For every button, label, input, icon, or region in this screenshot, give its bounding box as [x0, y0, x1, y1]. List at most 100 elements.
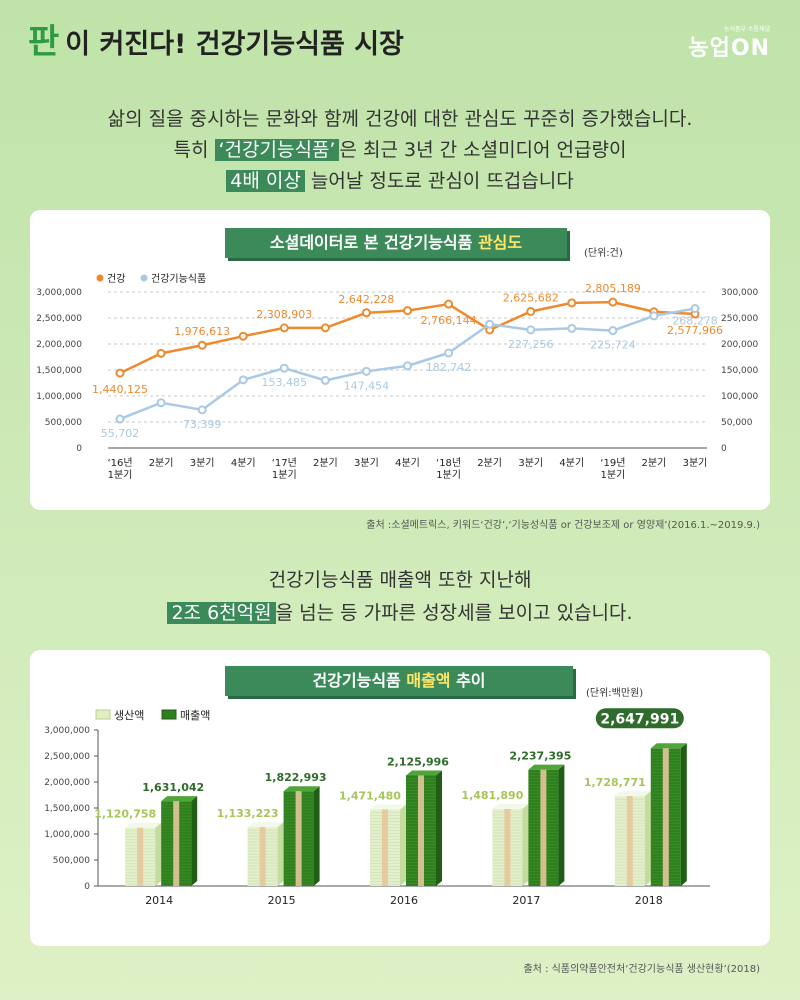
- sales-chart-title: 건강기능식품 매출액 추이: [225, 666, 573, 696]
- intro2-text: 건강기능식품 매출액 또한 지난해 2조 6천억원 을 넘는 등 가파른 성장세를…: [0, 564, 800, 630]
- intro-line-2-pre: 특히: [173, 139, 215, 161]
- data-point: [608, 297, 618, 307]
- sales-bar-chart: 3,000,000 2,500,000 2,000,000 1,500,000 1,00…: [44, 708, 710, 907]
- y-left-tick: 3,000,000: [36, 288, 82, 298]
- sales-chart-unit: (단위:백만원): [586, 688, 644, 699]
- y-left-tick: 0: [76, 444, 82, 454]
- x-tick-label: 3분기: [683, 457, 708, 469]
- x-tick-label: 2015: [268, 894, 296, 907]
- x-tick-label: 2014: [145, 894, 173, 907]
- data-label: 2,308,903: [256, 308, 312, 321]
- y-tick: 2,500,000: [44, 752, 90, 762]
- data-point: [690, 303, 700, 313]
- interest-title-highlight: 관심도: [477, 233, 523, 252]
- legend-icon-production: [95, 709, 111, 720]
- x-tick-label: ‘16년 1분기: [107, 457, 132, 481]
- sales-title-text: 건강기능식품: [312, 671, 407, 690]
- data-label: 73,399: [183, 418, 222, 431]
- legend-label-functional-food: 건강기능식품: [151, 273, 206, 285]
- interest-chart-card: 소셜데이터로 본 건강기능식품 관심도 (단위:건) 3,000,000 300,…: [30, 210, 770, 510]
- data-label: 1,728,771: [584, 776, 646, 789]
- x-tick-label: ‘19년 1분기: [600, 457, 625, 481]
- data-label: 227,256: [508, 338, 554, 351]
- data-point: [361, 366, 371, 376]
- data-point: [156, 398, 166, 408]
- money-band: [137, 827, 144, 886]
- data-label: 1,631,042: [142, 781, 204, 794]
- data-point: [649, 311, 659, 321]
- x-tick-label: ‘17년 1분기: [272, 457, 297, 481]
- x-tick-label: 3분기: [518, 457, 543, 469]
- interest-chart-title: 소셜데이터로 본 건강기능식품 관심도: [225, 228, 567, 258]
- legend-label-sales: 매출액: [180, 709, 210, 722]
- intro2-highlight: 2조 6천억원: [167, 602, 276, 624]
- data-point: [403, 361, 412, 371]
- data-label: 147,454: [344, 379, 390, 392]
- data-label: 2,625,682: [503, 291, 559, 304]
- legend-marker-health: [96, 274, 104, 282]
- data-point: [197, 405, 207, 415]
- money-stack-side: [558, 764, 565, 886]
- data-label: 1,481,890: [461, 789, 523, 802]
- intro-line-2: 특히 ‘건강기능식품’ 은 최근 3년 간 소셜미디어 언급량이: [0, 135, 800, 166]
- x-tick-label: 2분기: [149, 457, 174, 469]
- y-tick: 0: [84, 882, 90, 892]
- data-point: [526, 306, 536, 316]
- intro-line-3: 4배 이상 늘어날 정도로 관심이 뜨겁습니다: [0, 166, 800, 197]
- x-tick-label: 3분기: [190, 457, 215, 469]
- y-left-tick: 2,000,000: [36, 340, 82, 350]
- data-label: 268,278: [672, 314, 718, 327]
- money-band: [173, 801, 180, 886]
- money-band: [662, 748, 669, 886]
- max-label-badge: [595, 708, 684, 729]
- brand-logo: 농업ON: [688, 30, 770, 62]
- intro-highlight-1: ‘건강기능식품’: [214, 139, 340, 161]
- money-stack-side: [277, 822, 284, 886]
- money-stack-side: [191, 796, 198, 886]
- data-point: [320, 323, 330, 333]
- data-label: 1,976,613: [174, 325, 230, 338]
- data-point: [485, 319, 495, 329]
- data-label: 55,702: [101, 427, 140, 440]
- legend-label-health: 건강: [107, 273, 125, 285]
- y-right-tick: 0: [721, 444, 727, 454]
- money-stack-top: [650, 743, 687, 749]
- x-tick-label: 4분기: [395, 457, 420, 469]
- data-point: [444, 348, 454, 358]
- money-stack-side: [436, 770, 442, 886]
- data-point: [444, 299, 454, 309]
- y-right-tick: 150,000: [721, 366, 758, 376]
- data-point: [115, 414, 125, 424]
- intro-highlight-2: 4배 이상: [226, 170, 305, 192]
- x-tick-label: 2분기: [477, 457, 502, 469]
- x-tick-label: 2017: [512, 894, 540, 907]
- money-band: [295, 791, 302, 886]
- x-tick-label: 2분기: [642, 457, 667, 469]
- data-label: 153,485: [262, 376, 308, 389]
- data-label: 2,642,228: [338, 293, 394, 306]
- money-stack-side: [644, 791, 651, 886]
- intro2-line-2: 2조 6천억원 을 넘는 등 가파른 성장세를 보이고 있습니다.: [0, 597, 800, 630]
- money-band: [626, 796, 633, 886]
- money-stack-side: [313, 786, 320, 886]
- legend-icon-sales: [161, 709, 177, 720]
- y-right-tick: 250,000: [721, 314, 758, 324]
- data-point: [608, 326, 618, 336]
- money-band: [540, 769, 547, 886]
- intro2-line-1: 건강기능식품 매출액 또한 지난해: [268, 569, 532, 591]
- legend-marker-functional-food: [140, 274, 148, 282]
- data-label: 2,577,966: [667, 324, 723, 337]
- data-point: [567, 323, 577, 333]
- x-tick-label: 4분기: [231, 457, 256, 469]
- money-stack-top: [283, 786, 320, 792]
- y-left-tick: 1,000,000: [36, 392, 82, 402]
- data-label: 1,440,125: [92, 383, 148, 396]
- sales-title-highlight: 매출액: [406, 671, 451, 690]
- data-point: [526, 325, 536, 335]
- y-right-tick: 100,000: [721, 392, 758, 402]
- x-tick-label: ‘18년 1분기: [436, 457, 461, 481]
- money-stack-top: [370, 804, 406, 810]
- data-point: [361, 308, 371, 318]
- data-label: 2,237,395: [509, 750, 571, 763]
- x-tick-label: 2분기: [313, 457, 338, 469]
